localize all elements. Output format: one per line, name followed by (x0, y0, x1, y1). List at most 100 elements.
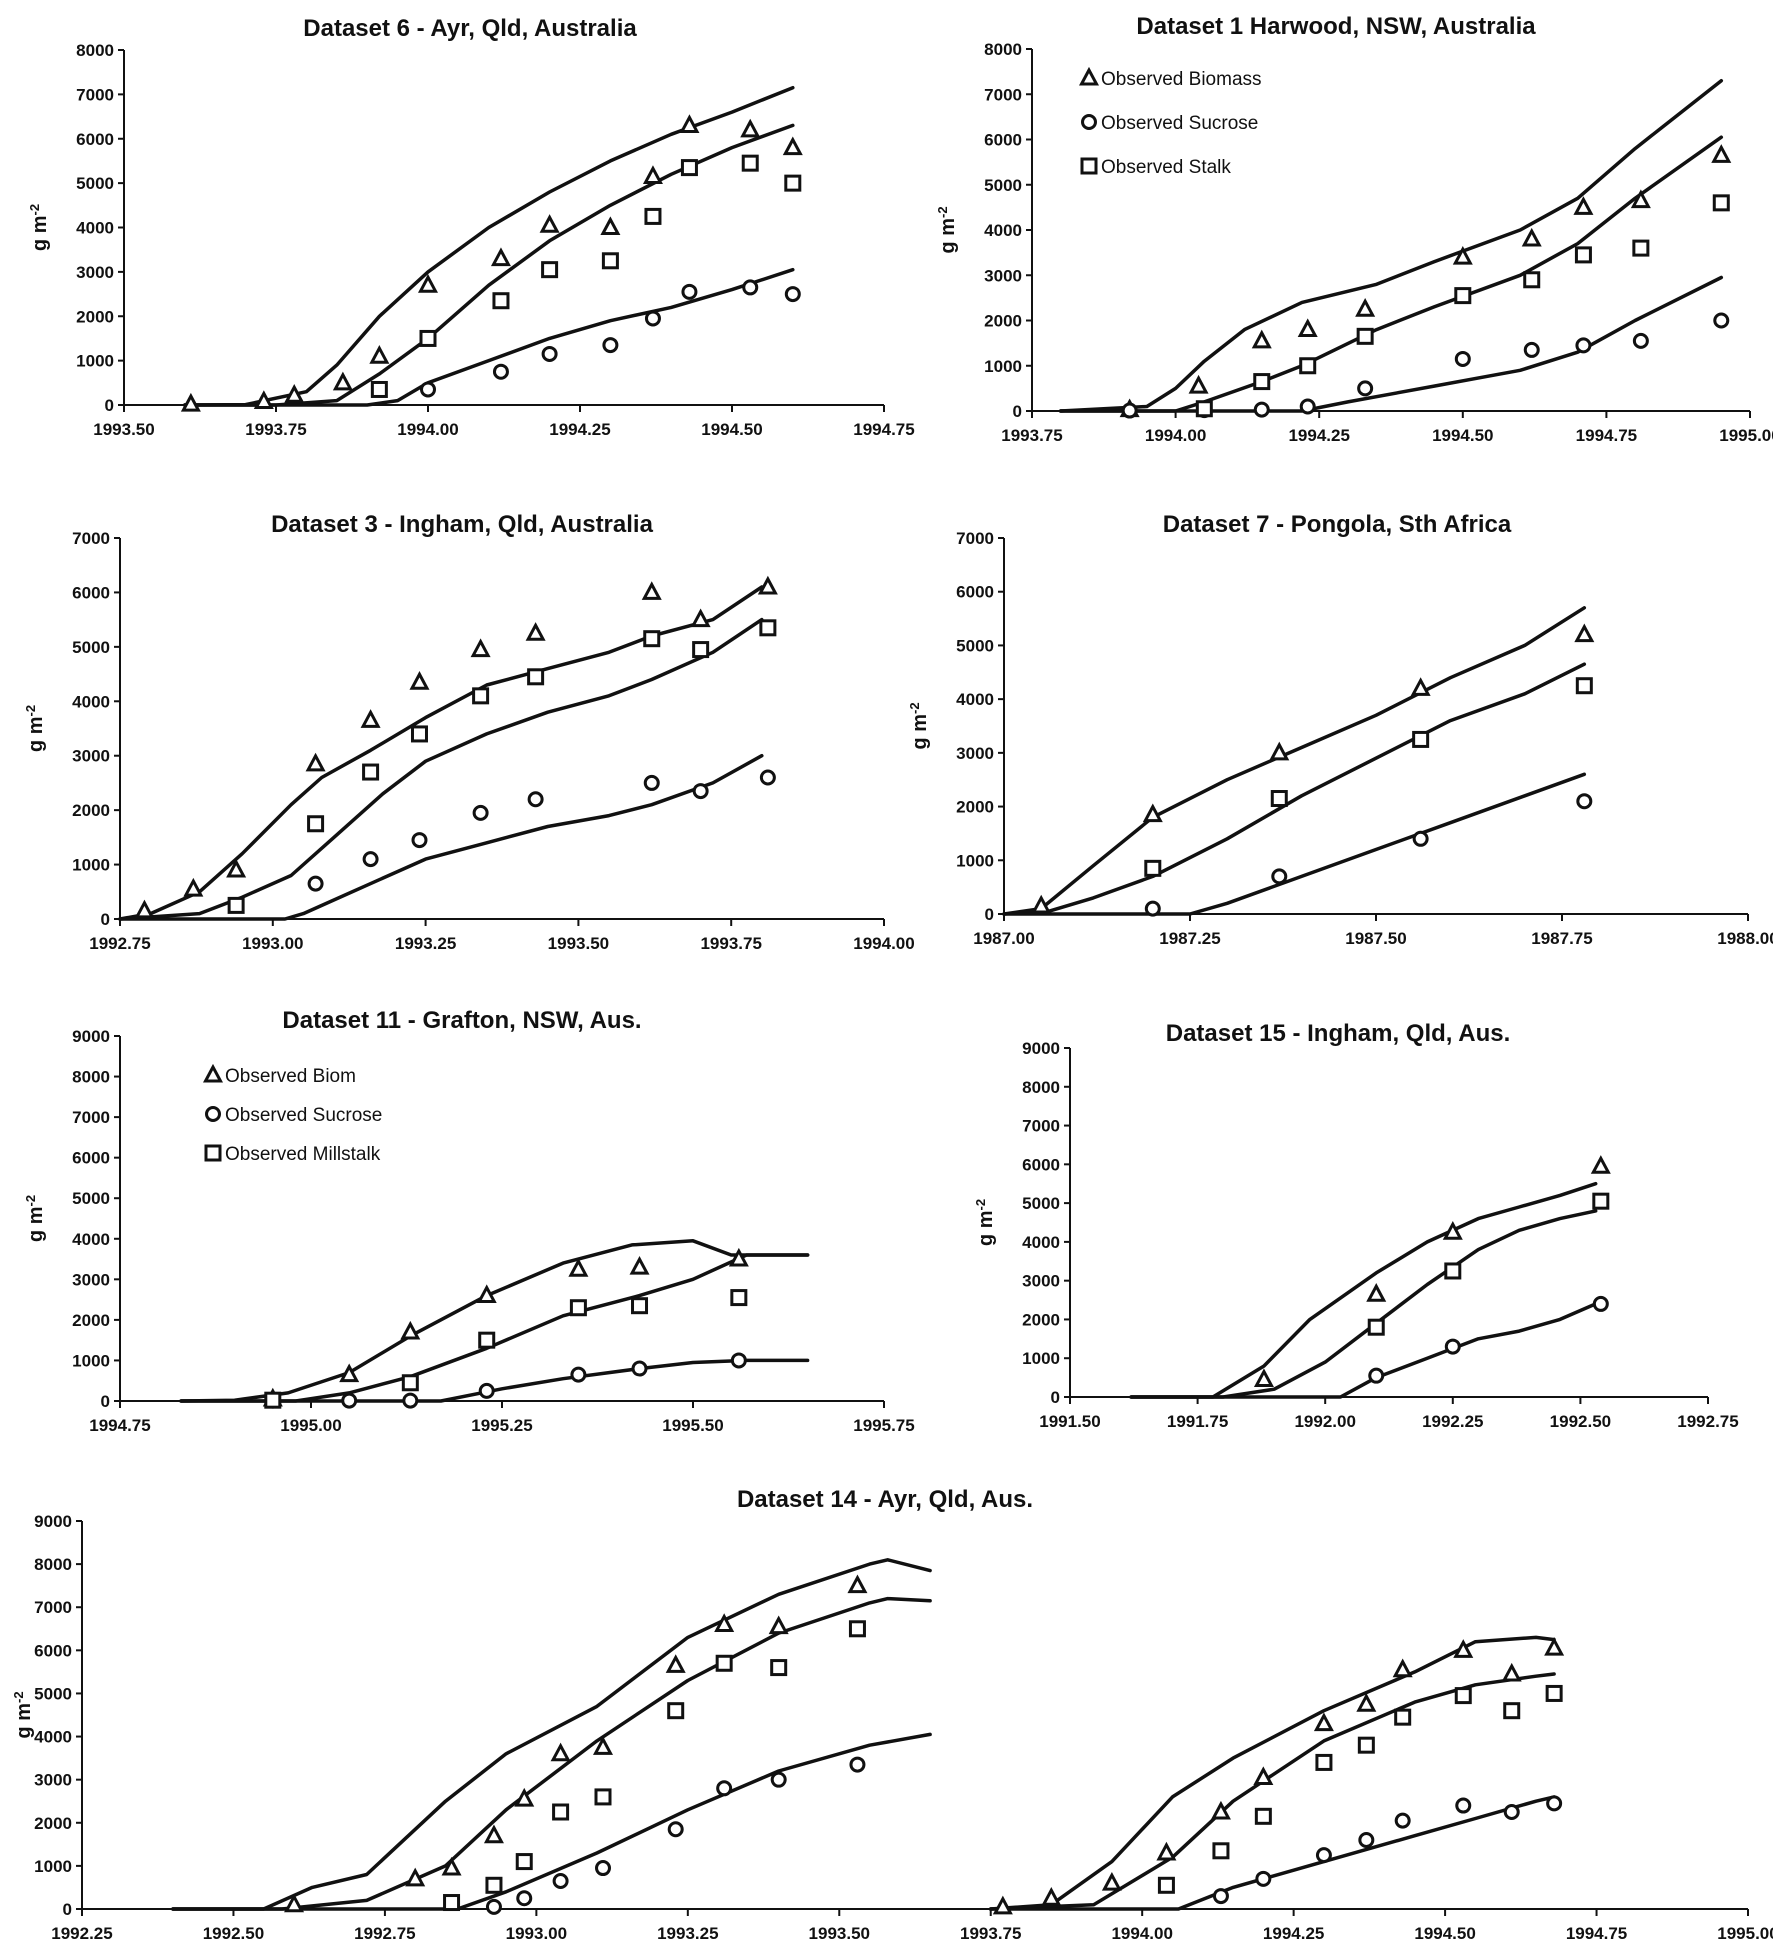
x-tick-label: 1992.75 (89, 934, 150, 953)
observed-square-point (515, 1853, 533, 1871)
x-tick-label: 1994.75 (89, 1416, 150, 1435)
observed-triangle-point (441, 1856, 462, 1876)
y-tick-label: 5000 (72, 1189, 110, 1208)
observed-triangle-point (1297, 318, 1318, 338)
y-tick-label: 7000 (956, 529, 994, 548)
observed-square-point (1574, 246, 1592, 264)
legend-circle-icon (1081, 114, 1097, 130)
observed-circle-point (1632, 332, 1649, 349)
observed-square-point (1299, 357, 1317, 375)
simulated-line (988, 1795, 1556, 1911)
observed-triangle-point (134, 899, 155, 919)
observed-triangle-point (417, 274, 439, 293)
observed-circle-point (1121, 402, 1138, 419)
simulated-line (183, 85, 795, 407)
y-axis-label: g m-2 (973, 1199, 998, 1246)
observed-triangle-point (539, 214, 560, 233)
observed-triangle-point (1573, 196, 1594, 215)
y-tick-label: 4000 (72, 1230, 110, 1249)
y-tick-label: 3000 (1022, 1272, 1060, 1291)
observed-square-point (1503, 1702, 1521, 1720)
x-tick-label: 1994.00 (853, 934, 914, 953)
observed-triangle-point (1452, 245, 1473, 265)
y-tick-label: 4000 (72, 692, 110, 711)
y-tick-label: 0 (105, 396, 114, 415)
observed-square-point (1592, 1192, 1610, 1210)
y-tick-label: 1000 (34, 1857, 72, 1876)
x-tick-label: 1995.25 (471, 1416, 532, 1435)
observed-square-point (1195, 400, 1213, 418)
observed-triangle-point (1031, 894, 1052, 914)
legend-label: Observed Millstalk (225, 1144, 381, 1165)
observed-square-point (1315, 1753, 1333, 1771)
observed-square-point (692, 641, 710, 659)
observed-circle-point (1299, 398, 1316, 415)
y-tick-label: 2000 (72, 801, 110, 820)
chart-title: Dataset 7 - Pongola, Sth Africa (1163, 511, 1512, 538)
y-tick-label: 3000 (72, 747, 110, 766)
observed-circle-point (1255, 1870, 1272, 1887)
simulated-line (1058, 78, 1724, 413)
y-tick-label: 1000 (72, 1351, 110, 1370)
observed-square-point (770, 1659, 788, 1677)
observed-triangle-point (369, 345, 390, 364)
observed-circle-point (595, 1860, 612, 1877)
x-tick-label: 1994.75 (853, 420, 914, 439)
observed-circle-point (1455, 1797, 1472, 1814)
y-tick-label: 5000 (76, 174, 114, 193)
observed-square-point (541, 261, 559, 279)
chart-title: Dataset 3 - Ingham, Qld, Australia (271, 511, 654, 538)
chart-title: Dataset 6 - Ayr, Qld, Australia (303, 15, 637, 42)
x-tick-label: 1991.50 (1039, 1412, 1100, 1431)
observed-triangle-point (1210, 1800, 1231, 1820)
simulated-line (1129, 1181, 1598, 1399)
simulated-line (1058, 135, 1724, 413)
observed-triangle-point (1142, 803, 1163, 823)
y-tick-label: 8000 (34, 1555, 72, 1574)
x-tick-label: 1988.00 (1717, 929, 1773, 948)
observed-square-point (362, 763, 380, 781)
y-tick-label: 3000 (984, 266, 1022, 285)
observed-triangle-point (1574, 623, 1595, 643)
observed-circle-point (759, 769, 776, 786)
x-tick-label: 1994.50 (1432, 426, 1493, 445)
x-tick-label: 1993.25 (657, 1924, 718, 1943)
y-tick-label: 4000 (984, 221, 1022, 240)
y-tick-label: 2000 (72, 1311, 110, 1330)
observed-triangle-point (226, 858, 247, 878)
observed-triangle-point (1356, 1693, 1377, 1712)
x-tick-label: 1993.75 (960, 1924, 1021, 1943)
observed-square-point (784, 174, 802, 192)
y-tick-label: 1000 (76, 352, 114, 371)
observed-triangle-point (679, 114, 700, 133)
y-tick-label: 7000 (34, 1598, 72, 1617)
y-tick-label: 2000 (984, 312, 1022, 331)
observed-square-point (370, 380, 388, 398)
observed-circle-point (631, 1360, 648, 1377)
observed-circle-point (420, 381, 436, 398)
simulated-line (1058, 275, 1724, 413)
x-tick-label: 1994.25 (1263, 1924, 1324, 1943)
observed-circle-point (1523, 341, 1540, 358)
x-tick-label: 1992.00 (1294, 1412, 1355, 1431)
observed-square-point (1144, 859, 1162, 877)
y-tick-label: 0 (101, 910, 110, 929)
x-tick-label: 1994.75 (1576, 426, 1637, 445)
x-tick-label: 1994.00 (1145, 426, 1206, 445)
observed-square-point (492, 292, 510, 310)
x-tick-label: 1994.00 (397, 420, 458, 439)
observed-circle-point (1144, 900, 1161, 917)
chart-panel-ingham15: Dataset 15 - Ingham, Qld, Aus. 0 1000 2000 3… (973, 1020, 1739, 1431)
observed-triangle-point (690, 608, 711, 628)
observed-square-point (730, 1289, 748, 1307)
y-tick-label: 3000 (72, 1270, 110, 1289)
observed-triangle-point (1410, 677, 1431, 696)
observed-triangle-point (1253, 1766, 1274, 1786)
observed-square-point (643, 630, 661, 648)
observed-triangle-point (1313, 1712, 1334, 1732)
observed-triangle-point (1156, 1841, 1177, 1861)
observed-square-point (631, 1297, 649, 1315)
y-tick-label: 6000 (984, 131, 1022, 150)
legend-triangle-icon (202, 1063, 224, 1083)
